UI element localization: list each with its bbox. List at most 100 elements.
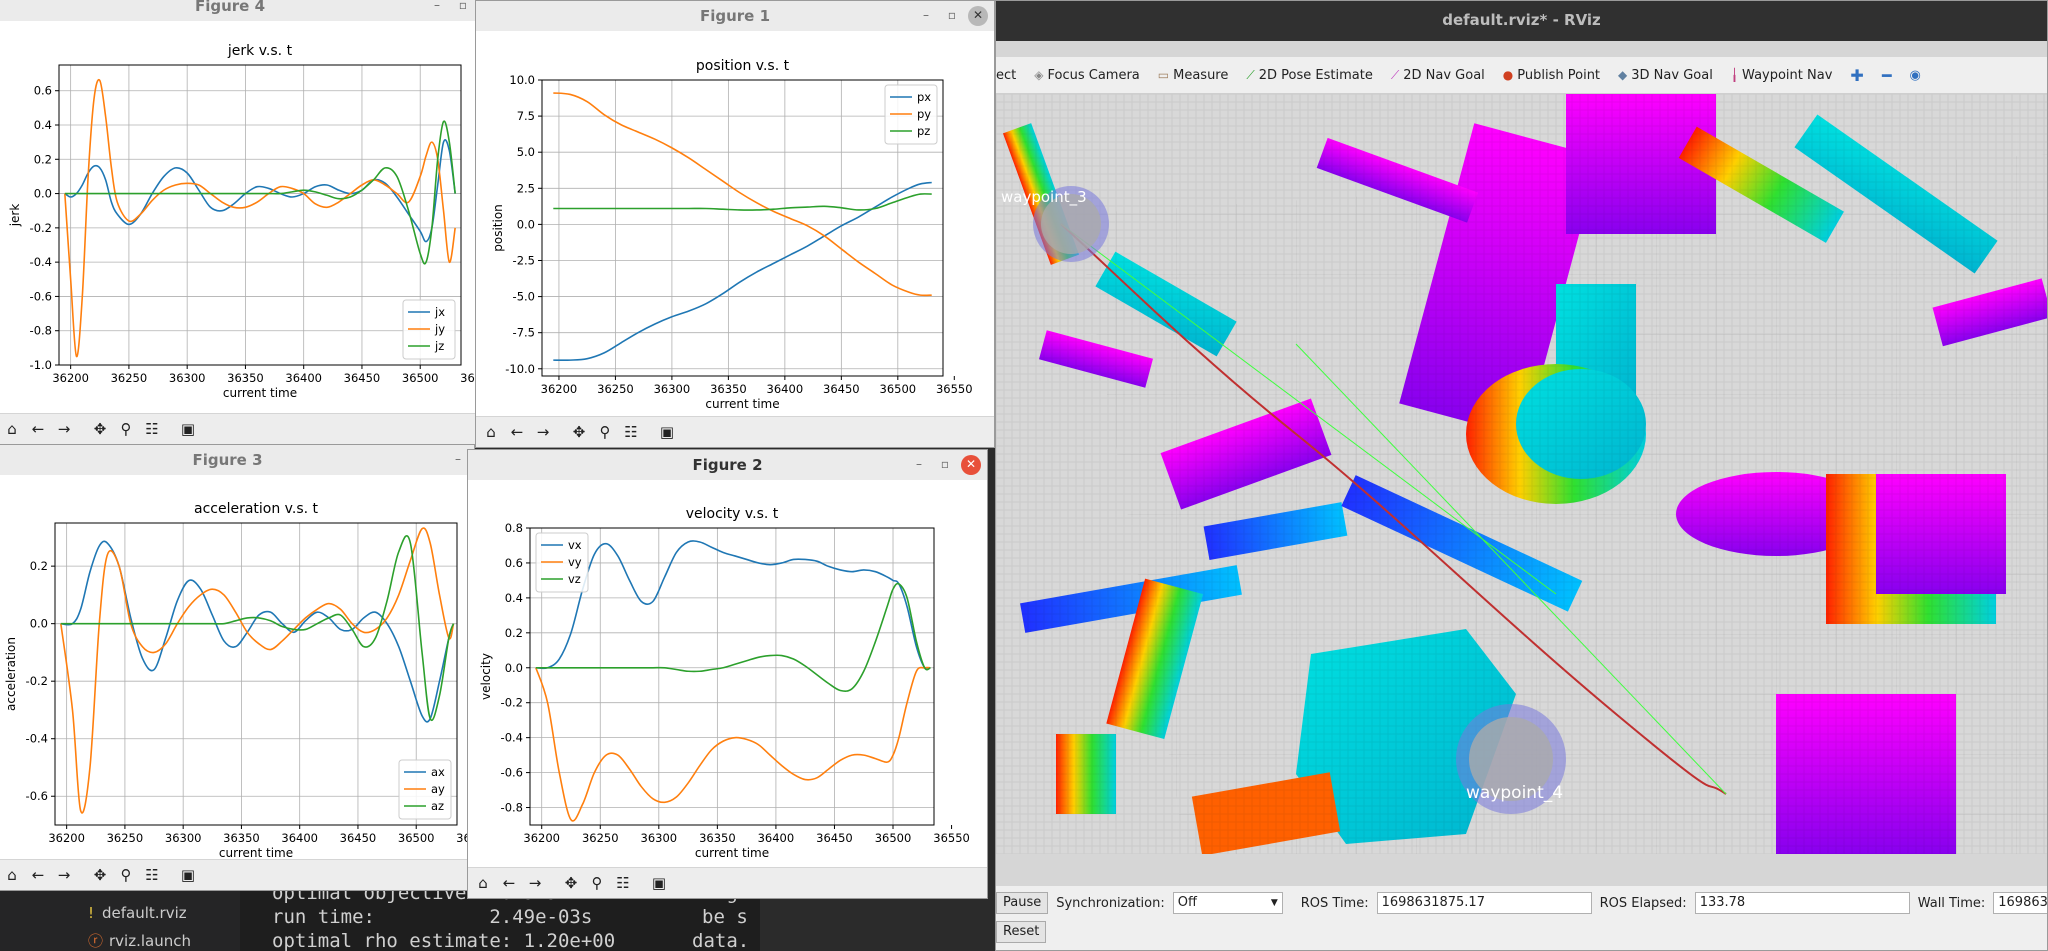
- y-axis-label: velocity: [479, 653, 493, 700]
- tool-publish-point[interactable]: ● Publish Point: [1503, 68, 1600, 83]
- tool-waypoint-nav[interactable]: ╽ Waypoint Nav: [1731, 68, 1833, 83]
- minimize-button[interactable]: –: [916, 6, 936, 26]
- wall-time-field[interactable]: 1698631875.25: [1993, 892, 2047, 914]
- tool-focus-camera[interactable]: ◈ Focus Camera: [1034, 68, 1140, 83]
- measure-icon: ▭: [1157, 68, 1170, 82]
- waypoint-4-label: waypoint_4: [1466, 783, 1563, 803]
- forward-button[interactable]: →: [532, 421, 554, 443]
- y-axis-label: acceleration: [4, 637, 18, 711]
- zoom-button[interactable]: ⚲: [594, 421, 616, 443]
- reset-button-label: Reset: [1003, 924, 1040, 939]
- back-button[interactable]: ←: [27, 864, 49, 886]
- save-button[interactable]: ▣: [648, 872, 670, 894]
- configure-button[interactable]: ☷: [620, 421, 642, 443]
- x-tick-label: 36550: [933, 831, 970, 845]
- y-tick-label: 5.0: [517, 145, 535, 159]
- forward-button[interactable]: →: [524, 872, 546, 894]
- reset-button[interactable]: Reset: [996, 921, 1047, 943]
- y-axis-label: position: [491, 204, 505, 252]
- save-button[interactable]: ▣: [177, 864, 199, 886]
- zoom-button[interactable]: ⚲: [115, 418, 137, 440]
- view-options-button[interactable]: ◉: [1909, 68, 1920, 83]
- zoom-icon: ⚲: [599, 423, 611, 441]
- y-tick-label: -0.6: [501, 766, 523, 780]
- figure-4-plot[interactable]: jerk v.s. t 36200 36250 36300 36350 36400 3645…: [0, 21, 479, 414]
- chevron-down-icon: ▼: [1270, 898, 1278, 908]
- legend-label: px: [917, 90, 931, 104]
- configure-button[interactable]: ☷: [612, 872, 634, 894]
- sync-select[interactable]: Off ▼: [1172, 892, 1283, 914]
- y-tick-label: 2.5: [517, 181, 535, 195]
- close-button[interactable]: ✕: [961, 455, 981, 475]
- figure-1-titlebar: Figure 1 – ▫ ✕: [476, 1, 994, 32]
- explorer-item[interactable]: ⓡ rviz.launch: [88, 930, 191, 951]
- legend-label: jx: [434, 305, 445, 319]
- ros-elapsed-field[interactable]: 133.78: [1694, 892, 1910, 914]
- y-tick-label: -1.0: [30, 358, 52, 372]
- maximize-button[interactable]: ▫: [942, 6, 962, 26]
- forward-button[interactable]: →: [53, 864, 75, 886]
- maximize-button[interactable]: ▫: [453, 0, 473, 16]
- configure-icon: ☷: [145, 866, 159, 884]
- y-tick-label: -0.8: [30, 324, 52, 338]
- zoom-button[interactable]: ⚲: [586, 872, 608, 894]
- figure-1-plot[interactable]: position v.s. t 36200 36250 36300 36350 36400…: [476, 31, 994, 417]
- minimize-button[interactable]: –: [427, 0, 447, 16]
- waypoint-4-marker[interactable]: waypoint_4: [1456, 704, 1566, 814]
- eye-icon: ◉: [1909, 67, 1921, 83]
- tool-measure-label: Measure: [1173, 67, 1229, 83]
- figure-2-plot[interactable]: velocity v.s. t 36200 36250 36300 36350 36400…: [468, 480, 987, 868]
- tool-3d-nav-goal[interactable]: ◆ 3D Nav Goal: [1618, 68, 1713, 83]
- explorer-item[interactable]: ! default.rviz: [88, 904, 187, 922]
- home-button[interactable]: ⌂: [1, 418, 23, 440]
- rviz-3d-viewport[interactable]: waypoint_3 waypoint_4: [996, 94, 2047, 854]
- pan-button[interactable]: ✥: [560, 872, 582, 894]
- exclamation-icon: !: [88, 904, 95, 922]
- zoom-button[interactable]: ⚲: [115, 864, 137, 886]
- minimize-button[interactable]: –: [448, 450, 468, 470]
- forward-button[interactable]: →: [53, 418, 75, 440]
- back-button[interactable]: ←: [506, 421, 528, 443]
- series-line-pz: [553, 193, 932, 211]
- save-button[interactable]: ▣: [656, 421, 678, 443]
- ros-time-field[interactable]: 1698631875.17: [1376, 892, 1592, 914]
- plot-frame: [541, 79, 944, 377]
- x-tick-label: 36450: [344, 371, 381, 385]
- figure-3-plot[interactable]: acceleration v.s. t 36200 36250 36300 36350 3…: [0, 475, 474, 860]
- legend-label: vy: [568, 555, 582, 569]
- nav-goal-icon: ⟋: [1390, 67, 1400, 82]
- configure-button[interactable]: ☷: [141, 864, 163, 886]
- tool-measure[interactable]: ▭ Measure: [1158, 68, 1229, 83]
- terminal[interactable]: optimal objective: 0.5757 run time: 2.49…: [240, 880, 760, 951]
- close-button[interactable]: ✕: [968, 6, 988, 26]
- configure-button[interactable]: ☷: [141, 418, 163, 440]
- save-button[interactable]: ▣: [177, 418, 199, 440]
- minimize-button[interactable]: –: [909, 455, 929, 475]
- legend-label: vz: [568, 572, 581, 586]
- x-tick-label: 36400: [767, 382, 804, 396]
- tool-publish-point-label: Publish Point: [1517, 67, 1601, 83]
- save-icon: ▣: [180, 420, 196, 438]
- rss-icon: ⓡ: [88, 932, 104, 950]
- y-tick-label: 0.0: [517, 217, 535, 231]
- home-button[interactable]: ⌂: [480, 421, 502, 443]
- plot-frame: [58, 64, 462, 366]
- x-tick-label: 36550: [936, 382, 973, 396]
- remove-tool-button[interactable]: ━: [1882, 66, 1892, 85]
- pause-button[interactable]: Pause: [996, 892, 1049, 914]
- y-tick-label: -0.4: [501, 731, 523, 745]
- pan-button[interactable]: ✥: [89, 864, 111, 886]
- back-button[interactable]: ←: [27, 418, 49, 440]
- add-tool-button[interactable]: ✚: [1850, 66, 1863, 85]
- back-button[interactable]: ←: [498, 872, 520, 894]
- waypoint-3-marker[interactable]: waypoint_3: [1001, 186, 1109, 262]
- tool-2d-pose-estimate[interactable]: ⟋ 2D Pose Estimate: [1246, 68, 1372, 83]
- maximize-button[interactable]: ▫: [935, 455, 955, 475]
- home-button[interactable]: ⌂: [1, 864, 23, 886]
- home-button[interactable]: ⌂: [472, 872, 494, 894]
- tool-2d-nav-goal[interactable]: ⟋ 2D Nav Goal: [1391, 68, 1485, 83]
- pan-button[interactable]: ✥: [89, 418, 111, 440]
- tool-select[interactable]: ect: [996, 68, 1016, 83]
- pan-button[interactable]: ✥: [568, 421, 590, 443]
- pause-button-label: Pause: [1003, 895, 1042, 910]
